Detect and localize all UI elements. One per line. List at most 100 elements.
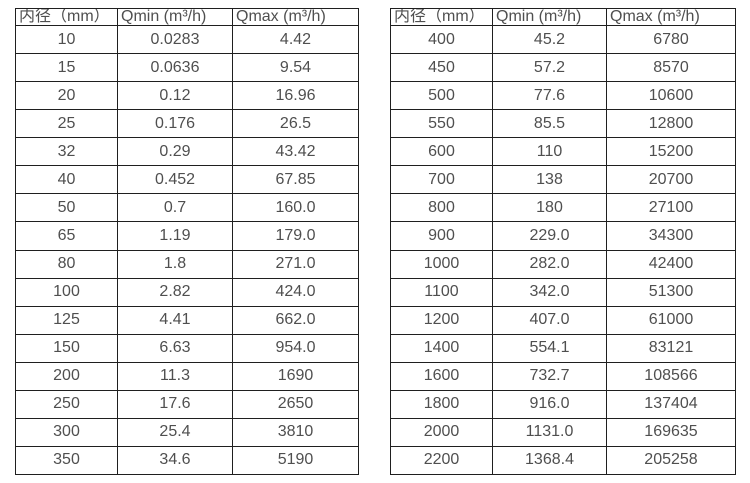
table-row: 300 25.4 3810 <box>15 417 359 447</box>
table-cell: 100 <box>15 277 118 307</box>
table-row: 15 0.0636 9.54 <box>15 53 359 83</box>
table-cell: 450 <box>390 53 493 83</box>
column-header: Qmin (m³/h) <box>492 8 607 26</box>
table-cell: 43.42 <box>232 137 359 167</box>
table-cell: 40 <box>15 165 118 195</box>
table-cell: 17.6 <box>117 389 233 419</box>
table-row: 1600 732.7 108566 <box>390 361 736 391</box>
table-cell: 77.6 <box>492 81 607 111</box>
table-cell: 554.1 <box>492 333 607 363</box>
table-cell: 45.2 <box>492 24 607 55</box>
table-cell: 32 <box>15 137 118 167</box>
table-cell: 1200 <box>390 305 493 335</box>
table-cell: 200 <box>15 361 118 391</box>
table-cell: 205258 <box>606 445 736 476</box>
table-row: 80 1.8 271.0 <box>15 249 359 279</box>
table-cell: 2200 <box>390 445 493 476</box>
table-row: 25 0.176 26.5 <box>15 109 359 139</box>
table-cell: 500 <box>390 81 493 111</box>
table-cell: 1600 <box>390 361 493 391</box>
table-cell: 50 <box>15 193 118 223</box>
table-cell: 800 <box>390 193 493 223</box>
table-cell: 20700 <box>606 165 736 195</box>
table-cell: 0.7 <box>117 193 233 223</box>
header-row: 内径（mm） Qmin (m³/h) Qmax (m³/h) <box>390 8 736 26</box>
table-row: 250 17.6 2650 <box>15 389 359 419</box>
table-cell: 1131.0 <box>492 417 607 447</box>
table-cell: 900 <box>390 221 493 251</box>
table-row: 20 0.12 16.96 <box>15 81 359 111</box>
table-cell: 550 <box>390 109 493 139</box>
table-cell: 15 <box>15 53 118 83</box>
flow-table-small-diameters: 内径（mm） Qmin (m³/h) Qmax (m³/h) 10 0.0283 4.4… <box>15 8 359 476</box>
table-cell: 67.85 <box>232 165 359 195</box>
table-cell: 271.0 <box>232 249 359 279</box>
column-header: 内径（mm） <box>15 8 118 26</box>
table-row: 65 1.19 179.0 <box>15 221 359 251</box>
table-cell: 3810 <box>232 417 359 447</box>
table-cell: 400 <box>390 24 493 55</box>
table-cell: 1800 <box>390 389 493 419</box>
table-cell: 2000 <box>390 417 493 447</box>
table-row: 2000 1131.0 169635 <box>390 417 736 447</box>
table-cell: 27100 <box>606 193 736 223</box>
table-row: 200 11.3 1690 <box>15 361 359 391</box>
table-cell: 180 <box>492 193 607 223</box>
table-row: 32 0.29 43.42 <box>15 137 359 167</box>
table-cell: 2650 <box>232 389 359 419</box>
table-cell: 8570 <box>606 53 736 83</box>
table-row: 125 4.41 662.0 <box>15 305 359 335</box>
table-cell: 1690 <box>232 361 359 391</box>
table-row: 1000 282.0 42400 <box>390 249 736 279</box>
table-cell: 108566 <box>606 361 736 391</box>
table-cell: 350 <box>15 445 118 476</box>
table-cell: 10 <box>15 24 118 55</box>
table-cell: 1.19 <box>117 221 233 251</box>
table-cell: 0.0636 <box>117 53 233 83</box>
table-cell: 1400 <box>390 333 493 363</box>
table-cell: 42400 <box>606 249 736 279</box>
table-row: 400 45.2 6780 <box>390 24 736 55</box>
table-cell: 6780 <box>606 24 736 55</box>
table-cell: 9.54 <box>232 53 359 83</box>
column-header: 内径（mm） <box>390 8 493 26</box>
table-cell: 160.0 <box>232 193 359 223</box>
table-cell: 26.5 <box>232 109 359 139</box>
table-cell: 916.0 <box>492 389 607 419</box>
table-cell: 282.0 <box>492 249 607 279</box>
table-row: 900 229.0 34300 <box>390 221 736 251</box>
column-header: Qmax (m³/h) <box>606 8 736 26</box>
table-cell: 1100 <box>390 277 493 307</box>
table-cell: 11.3 <box>117 361 233 391</box>
table-cell: 0.12 <box>117 81 233 111</box>
table-cell: 1368.4 <box>492 445 607 476</box>
table-cell: 600 <box>390 137 493 167</box>
table-row: 40 0.452 67.85 <box>15 165 359 195</box>
table-cell: 137404 <box>606 389 736 419</box>
table-row: 700 138 20700 <box>390 165 736 195</box>
table-row: 1200 407.0 61000 <box>390 305 736 335</box>
table-row: 550 85.5 12800 <box>390 109 736 139</box>
table-cell: 61000 <box>606 305 736 335</box>
table-cell: 954.0 <box>232 333 359 363</box>
table-cell: 300 <box>15 417 118 447</box>
table-cell: 150 <box>15 333 118 363</box>
table-cell: 0.452 <box>117 165 233 195</box>
table-row: 450 57.2 8570 <box>390 53 736 83</box>
table-cell: 65 <box>15 221 118 251</box>
table-cell: 34300 <box>606 221 736 251</box>
table-row: 1400 554.1 83121 <box>390 333 736 363</box>
table-cell: 229.0 <box>492 221 607 251</box>
header-row: 内径（mm） Qmin (m³/h) Qmax (m³/h) <box>15 8 359 26</box>
table-cell: 83121 <box>606 333 736 363</box>
table-cell: 2.82 <box>117 277 233 307</box>
table-cell: 16.96 <box>232 81 359 111</box>
table-cell: 15200 <box>606 137 736 167</box>
table-cell: 6.63 <box>117 333 233 363</box>
table-row: 600 110 15200 <box>390 137 736 167</box>
column-header: Qmax (m³/h) <box>232 8 359 26</box>
table-cell: 34.6 <box>117 445 233 476</box>
table-row: 500 77.6 10600 <box>390 81 736 111</box>
table-cell: 25.4 <box>117 417 233 447</box>
